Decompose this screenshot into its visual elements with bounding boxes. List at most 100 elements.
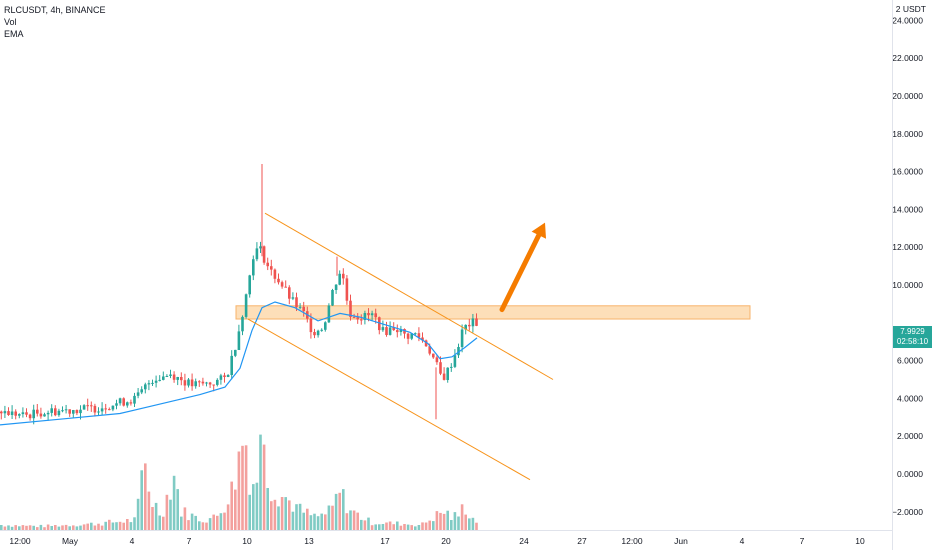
candle-body: [28, 414, 32, 419]
time-axis-separator: [0, 530, 892, 531]
volume-bar: [406, 524, 410, 530]
volume-bar: [442, 513, 446, 530]
candle-body: [453, 355, 457, 367]
candle-body: [144, 384, 147, 390]
volume-bar: [72, 525, 75, 530]
candle-body: [352, 317, 356, 319]
time-tick-label: 7: [187, 536, 192, 546]
volume-bar: [187, 520, 190, 530]
ema-indicator-label[interactable]: EMA: [4, 29, 24, 39]
candle-body: [111, 405, 115, 410]
volume-bar: [392, 524, 395, 530]
volume-bar: [194, 515, 197, 530]
candle-body: [223, 375, 226, 377]
candle-body: [468, 324, 471, 327]
candle-body: [385, 327, 388, 335]
candle-body: [345, 278, 349, 301]
bar-countdown: 02:58:10: [896, 337, 929, 346]
candle-body: [86, 405, 89, 407]
ema-layer: [0, 301, 478, 426]
candle-body: [381, 327, 385, 331]
candle-body: [338, 273, 341, 285]
channel-upper-line: [264, 212, 554, 380]
volume-bar: [370, 525, 374, 530]
price-tick-label: 12.0000: [892, 242, 923, 252]
volume-bar: [284, 497, 287, 530]
volume-bar: [234, 489, 237, 530]
volume-bar: [162, 516, 165, 530]
candle-body: [432, 353, 435, 358]
volume-bar: [342, 489, 345, 530]
volume-bar: [360, 519, 363, 530]
time-tick-label: 13: [304, 536, 314, 546]
volume-bar: [363, 520, 367, 530]
candle-body: [302, 306, 305, 312]
volume-bar: [349, 510, 352, 530]
candle-body: [36, 409, 39, 414]
volume-bar: [90, 522, 93, 530]
candle-body: [147, 383, 151, 385]
candle-body: [237, 331, 241, 350]
volume-bar: [388, 521, 392, 530]
candle-body: [54, 408, 57, 416]
volume-bar: [172, 475, 176, 530]
candle-body: [18, 414, 21, 416]
volume-bar: [410, 525, 413, 530]
candle-body: [14, 411, 17, 416]
candle-body: [388, 327, 392, 335]
candle-body: [205, 382, 208, 384]
volume-bar: [316, 516, 320, 530]
volume-bar: [374, 524, 377, 530]
volume-bar: [421, 522, 424, 530]
volume-bar: [7, 525, 10, 530]
volume-bar: [212, 514, 215, 530]
volume-bar: [219, 513, 223, 530]
volume-bar: [151, 507, 154, 530]
volume-bar: [36, 527, 39, 530]
volume-bar: [399, 525, 403, 530]
volume-bar: [252, 484, 255, 530]
candle-body: [252, 259, 255, 276]
candle-body: [417, 333, 421, 338]
volume-bar: [57, 526, 61, 530]
volume-indicator-label[interactable]: Vol: [4, 17, 17, 27]
candle-body: [284, 286, 287, 288]
volume-bar: [378, 524, 381, 530]
volume-bar: [424, 522, 428, 530]
candle-body: [115, 403, 118, 406]
volume-bar: [129, 522, 133, 530]
price-tick-label: 16.0000: [892, 167, 923, 177]
volume-bar: [201, 522, 205, 530]
candle-body: [295, 297, 298, 308]
candle-body: [61, 410, 64, 412]
candle-body: [442, 373, 446, 380]
volume-bar: [180, 516, 183, 530]
candle-body: [277, 278, 280, 283]
candle-body: [212, 384, 215, 386]
candle-body: [162, 376, 165, 380]
time-tick-label: 12:00: [9, 536, 31, 546]
volume-bar: [345, 513, 349, 530]
candle-body: [396, 330, 399, 333]
symbol-title[interactable]: RLCUSDT, 4h, BINANCE: [4, 5, 106, 15]
volume-bar: [241, 445, 244, 530]
candle-body: [324, 322, 327, 330]
volume-bar: [176, 489, 179, 530]
candle-body: [93, 405, 97, 413]
resistance-zone-rectangle: [235, 305, 751, 320]
volume-bar: [367, 517, 370, 530]
candle-body: [183, 380, 187, 386]
volume-bar: [244, 445, 248, 530]
volume-bar: [288, 500, 291, 530]
volume-bar: [43, 527, 46, 530]
candle-body: [136, 392, 140, 396]
candle-body: [104, 408, 107, 410]
candle-body: [194, 381, 197, 387]
candle-body: [219, 375, 223, 380]
volume-bar: [435, 511, 439, 530]
candle-body: [82, 405, 86, 410]
candle-body: [313, 332, 316, 336]
volume-bar: [262, 444, 266, 530]
